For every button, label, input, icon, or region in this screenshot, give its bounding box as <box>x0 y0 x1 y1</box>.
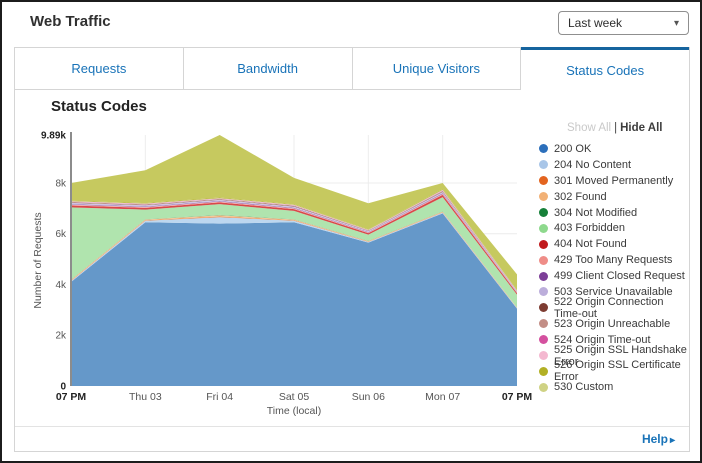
chart-panel: Status Codes 0 2k 4k 6k 8k 9.89k 07 PM Thu 03 Fr… <box>15 90 689 426</box>
legend-item-label: 403 Forbidden <box>554 222 625 235</box>
legend-item[interactable]: 530 Custom <box>539 379 691 395</box>
legend-item[interactable]: 200 OK <box>539 141 691 157</box>
x-axis-label: Time (local) <box>267 405 321 417</box>
legend-dot-icon <box>539 335 548 345</box>
show-all-link[interactable]: Show All <box>567 122 612 134</box>
svg-text:Fri 04: Fri 04 <box>206 391 233 403</box>
svg-text:4k: 4k <box>55 280 67 291</box>
svg-text:8k: 8k <box>55 178 67 189</box>
svg-text:0: 0 <box>60 382 66 393</box>
legend-dot-icon <box>539 192 548 202</box>
legend-dot-icon <box>539 351 548 361</box>
legend-dot-icon <box>539 239 548 249</box>
legend-item-label: 302 Found <box>554 190 607 203</box>
legend-item[interactable]: 429 Too Many Requests <box>539 252 691 268</box>
footer-bar: Help ▸ <box>15 426 689 451</box>
legend-item-label: 530 Custom <box>554 381 614 394</box>
legend-item-label: 301 Moved Permanently <box>554 174 674 187</box>
svg-text:07 PM: 07 PM <box>502 391 533 403</box>
area-series <box>71 213 517 386</box>
legend-item[interactable]: 522 Origin Connection Time-out <box>539 296 691 320</box>
svg-text:Mon 07: Mon 07 <box>425 391 460 403</box>
legend-dot-icon <box>539 382 548 392</box>
legend-item-label: 499 Client Closed Request <box>554 270 685 283</box>
legend-dot-icon <box>539 176 548 186</box>
hide-all-link[interactable]: Hide All <box>620 122 663 134</box>
help-label: Help <box>641 432 668 446</box>
legend-dot-icon <box>539 144 548 154</box>
legend-item[interactable]: 523 Origin Unreachable <box>539 316 691 332</box>
y-axis-label: Number of Requests <box>32 212 44 308</box>
arrow-right-icon: ▸ <box>669 435 675 446</box>
legend-item-label: 200 OK <box>554 142 592 155</box>
area-series <box>71 135 517 291</box>
legend-dot-icon <box>539 366 548 376</box>
legend-item[interactable]: 503 Service Unavailable <box>539 284 691 300</box>
legend-item[interactable]: 204 No Content <box>539 157 691 173</box>
legend-divider: | <box>614 122 618 134</box>
legend-dot-icon <box>539 160 548 170</box>
legend-item[interactable]: 403 Forbidden <box>539 220 691 236</box>
tab-status-codes[interactable]: Status Codes <box>521 47 689 90</box>
chart-legend: Show All | Hide All 200 OK 204 No Content 30… <box>539 122 691 395</box>
time-range-value: Last week <box>568 16 623 30</box>
legend-item[interactable]: 302 Found <box>539 189 691 205</box>
panel-title: Status Codes <box>51 98 147 115</box>
legend-dot-icon <box>539 287 548 297</box>
legend-dot-icon <box>539 208 548 217</box>
svg-text:Sat 05: Sat 05 <box>279 391 310 403</box>
legend-item-label: 204 No Content <box>554 158 632 171</box>
legend-item[interactable]: 524 Origin Time-out <box>539 332 691 348</box>
legend-item-label: 503 Service Unavailable <box>554 285 673 298</box>
legend-dot-icon <box>539 255 548 265</box>
legend-item[interactable]: 301 Moved Permanently <box>539 173 691 189</box>
chevron-down-icon: ▾ <box>673 17 679 29</box>
time-range-select[interactable]: Last week ▾ <box>558 11 689 35</box>
tab-requests[interactable]: Requests <box>15 47 184 90</box>
tab-unique-visitors[interactable]: Unique Visitors <box>352 47 522 90</box>
svg-text:6k: 6k <box>55 229 67 240</box>
svg-text:Thu 03: Thu 03 <box>129 391 162 403</box>
legend-item-label: 404 Not Found <box>554 238 627 251</box>
legend-item[interactable]: 526 Origin SSL Certificate Error <box>539 359 691 383</box>
legend-item[interactable]: 525 Origin SSL Handshake Error <box>539 344 691 368</box>
legend-items: 200 OK 204 No Content 301 Moved Permanentl… <box>539 141 691 395</box>
legend-dot-icon <box>539 319 548 329</box>
legend-item-label: 304 Not Modified <box>554 206 638 219</box>
legend-dot-icon <box>539 303 548 313</box>
legend-item[interactable]: 304 Not Modified <box>539 205 691 221</box>
legend-item-label: 429 Too Many Requests <box>554 254 673 267</box>
svg-text:07 PM: 07 PM <box>56 391 87 403</box>
svg-text:Sun 06: Sun 06 <box>352 391 385 403</box>
area-series <box>71 197 517 308</box>
svg-text:9.89k: 9.89k <box>41 131 66 142</box>
tab-bar: Requests Bandwidth Unique Visitors Status C… <box>15 47 689 90</box>
legend-item-label: 525 Origin SSL Handshake Error <box>554 343 687 368</box>
status-codes-chart: 0 2k 4k 6k 8k 9.89k 07 PM Thu 03 Fri 04 Sat 05 Sun… <box>32 131 533 418</box>
legend-item-label: 524 Origin Time-out <box>554 333 651 346</box>
traffic-card: Requests Bandwidth Unique Visitors Status C… <box>14 47 690 452</box>
svg-text:2k: 2k <box>55 331 67 342</box>
legend-item[interactable]: 404 Not Found <box>539 236 691 252</box>
legend-item-label: 526 Origin SSL Certificate Error <box>554 359 681 384</box>
page-title: Web Traffic <box>30 13 111 30</box>
legend-item-label: 523 Origin Unreachable <box>554 317 671 330</box>
legend-dot-icon <box>539 223 548 233</box>
help-link[interactable]: Help ▸ <box>642 432 675 446</box>
header: Web Traffic Last week ▾ <box>2 2 700 46</box>
legend-dot-icon <box>539 271 548 281</box>
legend-item[interactable]: 499 Client Closed Request <box>539 268 691 284</box>
legend-item-label: 522 Origin Connection Time-out <box>554 295 664 320</box>
tab-bandwidth[interactable]: Bandwidth <box>183 47 353 90</box>
legend-controls: Show All | Hide All <box>539 122 691 134</box>
